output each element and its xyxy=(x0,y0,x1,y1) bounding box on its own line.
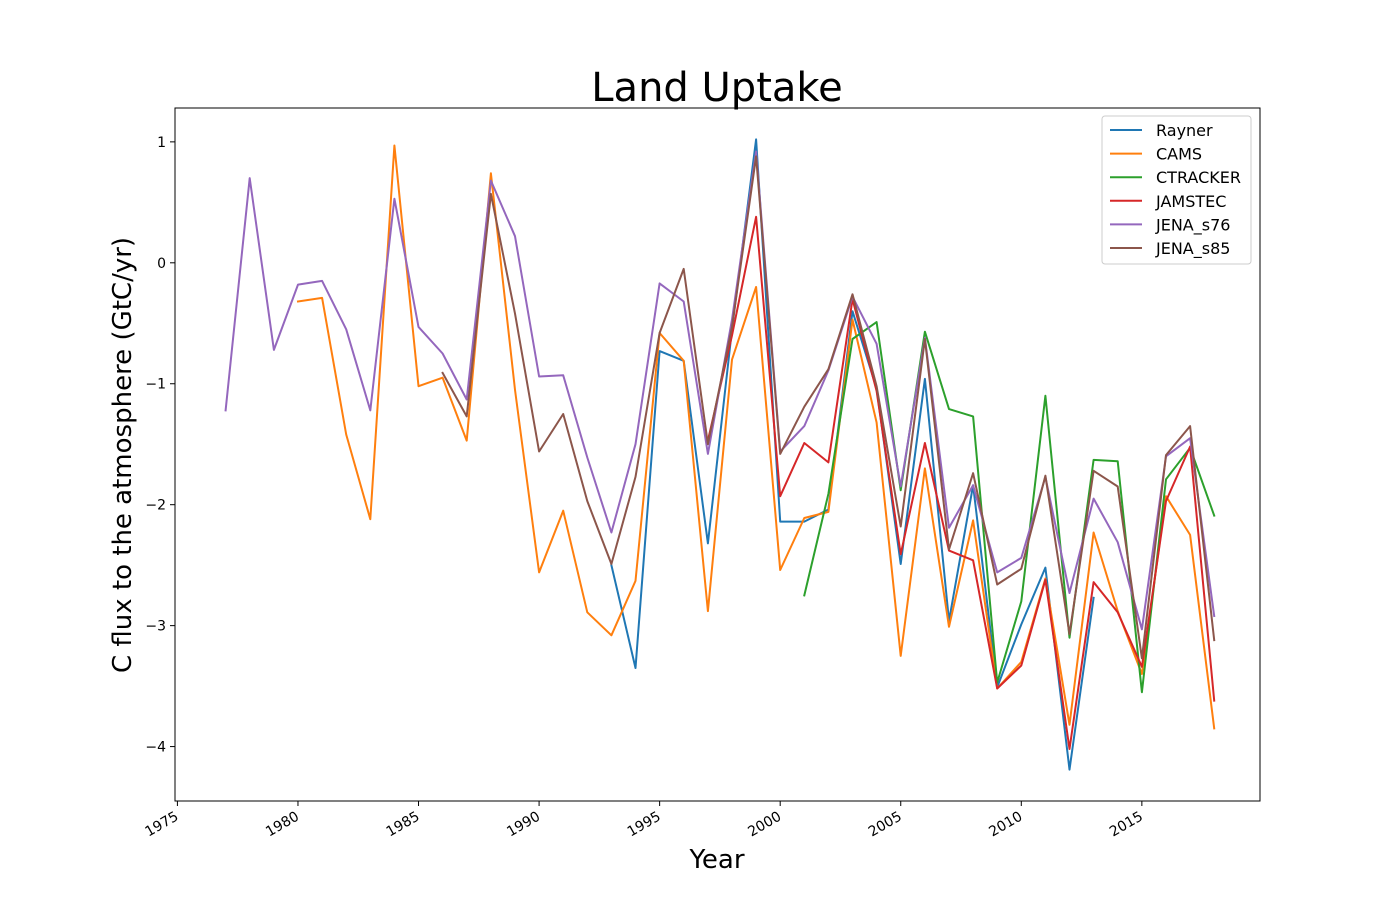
x-tick-label: 2015 xyxy=(1107,809,1146,841)
y-tick-label: −1 xyxy=(145,377,166,393)
x-tick-label: 1985 xyxy=(384,809,423,841)
legend-label: CAMS xyxy=(1156,145,1202,164)
plot-lines xyxy=(224,138,1216,771)
x-axis: 1975 1980 1985 1990 1995 2000 2005 2010 2015 xyxy=(143,801,1146,840)
legend-label: CTRACKER xyxy=(1156,168,1241,187)
x-tick-label: 2010 xyxy=(986,809,1025,841)
y-tick-label: −3 xyxy=(145,619,166,635)
series-line-jamstec xyxy=(706,215,1216,750)
series-line-cams xyxy=(296,144,1216,730)
y-tick-label: −4 xyxy=(145,740,166,756)
y-tick-label: −2 xyxy=(145,498,166,514)
series-line-rayner xyxy=(610,138,1095,771)
x-tick-label: 2005 xyxy=(866,809,905,841)
x-tick-label: 1980 xyxy=(263,809,302,841)
series-line-jena-s85 xyxy=(441,155,1216,660)
legend: Rayner CAMS CTRACKER JAMSTEC JENA_s76 JENA_s8… xyxy=(1101,115,1252,265)
series-line-ctracker xyxy=(803,321,1216,694)
x-tick-label: 1995 xyxy=(625,809,664,841)
legend-label: JENA_s85 xyxy=(1155,239,1230,259)
legend-label: JENA_s76 xyxy=(1155,215,1230,235)
x-axis-label: Year xyxy=(688,845,744,875)
legend-label: Rayner xyxy=(1156,121,1213,140)
x-tick-label: 2000 xyxy=(745,809,784,841)
y-axis-label: C flux to the atmosphere (GtC/yr) xyxy=(108,237,138,673)
y-tick-label: 1 xyxy=(157,135,166,151)
x-tick-label: 1990 xyxy=(504,809,543,841)
y-axis: 1 0 −1 −2 −3 −4 xyxy=(145,135,175,756)
legend-label: JAMSTEC xyxy=(1155,192,1226,211)
chart-title: Land Uptake xyxy=(591,65,842,111)
plot-frame xyxy=(174,107,1261,802)
y-tick-label: 0 xyxy=(157,256,166,272)
x-tick-label: 1975 xyxy=(143,809,182,841)
